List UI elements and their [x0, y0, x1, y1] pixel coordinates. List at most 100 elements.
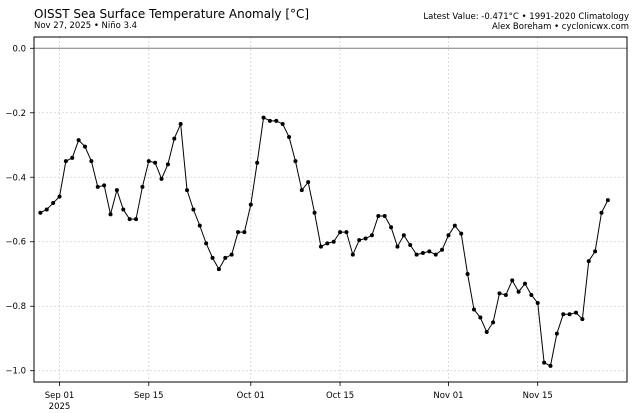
- data-point: [471, 307, 476, 312]
- data-point: [287, 134, 292, 139]
- data-point: [427, 249, 432, 254]
- x-tick-label: Sep 15: [134, 391, 164, 401]
- data-point: [369, 233, 374, 238]
- chart-subtitle: Nov 27, 2025 • Niño 3.4: [34, 21, 138, 31]
- data-point: [134, 217, 139, 222]
- data-point: [401, 233, 406, 238]
- data-point: [408, 242, 413, 247]
- data-point: [522, 281, 527, 286]
- data-point: [420, 251, 425, 256]
- data-point: [242, 230, 247, 235]
- data-point: [478, 315, 483, 320]
- data-point: [389, 225, 394, 230]
- series-layer: [38, 115, 610, 368]
- data-point: [325, 241, 330, 246]
- data-point: [344, 230, 349, 235]
- grid-layer: [34, 37, 627, 382]
- data-point: [605, 198, 610, 203]
- data-point: [51, 201, 56, 206]
- data-point: [83, 144, 88, 149]
- data-point: [580, 317, 585, 322]
- data-point: [248, 202, 253, 207]
- x-tick-label: Nov 15: [523, 391, 553, 401]
- data-point: [210, 255, 215, 260]
- data-point: [567, 312, 572, 317]
- data-point: [223, 255, 228, 260]
- data-point: [593, 249, 598, 254]
- data-point: [395, 244, 400, 249]
- data-point: [363, 236, 368, 241]
- data-point: [491, 320, 496, 325]
- data-point: [185, 188, 190, 193]
- data-point: [548, 363, 553, 368]
- data-point: [554, 331, 559, 336]
- x-tick-label: Nov 01: [433, 391, 463, 401]
- data-point: [350, 252, 355, 257]
- data-point: [312, 210, 317, 215]
- data-point: [529, 292, 534, 297]
- data-point: [452, 223, 457, 228]
- data-point: [102, 183, 107, 188]
- data-point: [440, 247, 445, 252]
- data-point: [95, 184, 100, 189]
- data-point: [127, 217, 132, 222]
- data-point: [114, 188, 119, 193]
- y-tick-label: −0.8: [5, 302, 26, 312]
- chart-title: OISST Sea Surface Temperature Anomaly [°…: [34, 7, 310, 21]
- data-point: [414, 252, 419, 257]
- data-point: [516, 289, 521, 294]
- data-point: [357, 238, 362, 243]
- data-point: [497, 291, 502, 296]
- data-point: [57, 194, 62, 199]
- y-tick-label: −0.2: [5, 109, 26, 119]
- data-point: [459, 231, 464, 236]
- data-point: [178, 122, 183, 127]
- data-point: [503, 292, 508, 297]
- data-point: [331, 239, 336, 244]
- y-tick-label: 0.0: [12, 44, 26, 54]
- latest-value-label: Latest Value: -0.471°C • 1991-2020 Clima…: [423, 12, 629, 22]
- data-point: [63, 159, 68, 164]
- data-point: [561, 312, 566, 317]
- data-point: [542, 360, 547, 365]
- data-point: [306, 180, 311, 185]
- data-point: [535, 301, 540, 305]
- data-point: [165, 162, 170, 167]
- data-point: [484, 330, 489, 335]
- x-tick-label: Sep 01: [45, 391, 75, 401]
- data-point: [586, 259, 591, 264]
- plot-frame: [33, 36, 628, 383]
- data-point: [197, 223, 202, 228]
- x-tick-sublabel: 2025: [49, 402, 71, 412]
- data-point: [159, 176, 164, 181]
- data-point: [108, 212, 113, 217]
- data-point: [38, 210, 43, 215]
- data-point: [261, 115, 266, 120]
- data-point: [280, 122, 285, 127]
- data-point: [76, 138, 81, 143]
- data-point: [191, 207, 196, 212]
- data-point: [216, 267, 221, 272]
- y-tick-label: −0.4: [5, 173, 26, 183]
- y-tick-label: −1.0: [5, 367, 26, 377]
- data-point: [267, 118, 272, 123]
- data-point: [121, 207, 126, 212]
- data-point: [70, 155, 75, 160]
- data-point: [433, 252, 438, 257]
- credit-label: Alex Boreham • cyclonicwx.com: [491, 22, 629, 32]
- data-point: [299, 188, 304, 193]
- data-point: [153, 160, 158, 165]
- data-point: [140, 184, 145, 189]
- data-point: [376, 213, 381, 218]
- data-point: [89, 159, 94, 164]
- data-point: [338, 230, 343, 235]
- x-tick-label: Oct 15: [326, 391, 354, 401]
- data-point: [599, 210, 604, 215]
- data-point: [293, 159, 298, 164]
- y-tick-label: −0.6: [5, 238, 26, 248]
- data-point: [236, 230, 241, 235]
- data-point: [446, 233, 451, 238]
- data-point: [255, 160, 260, 165]
